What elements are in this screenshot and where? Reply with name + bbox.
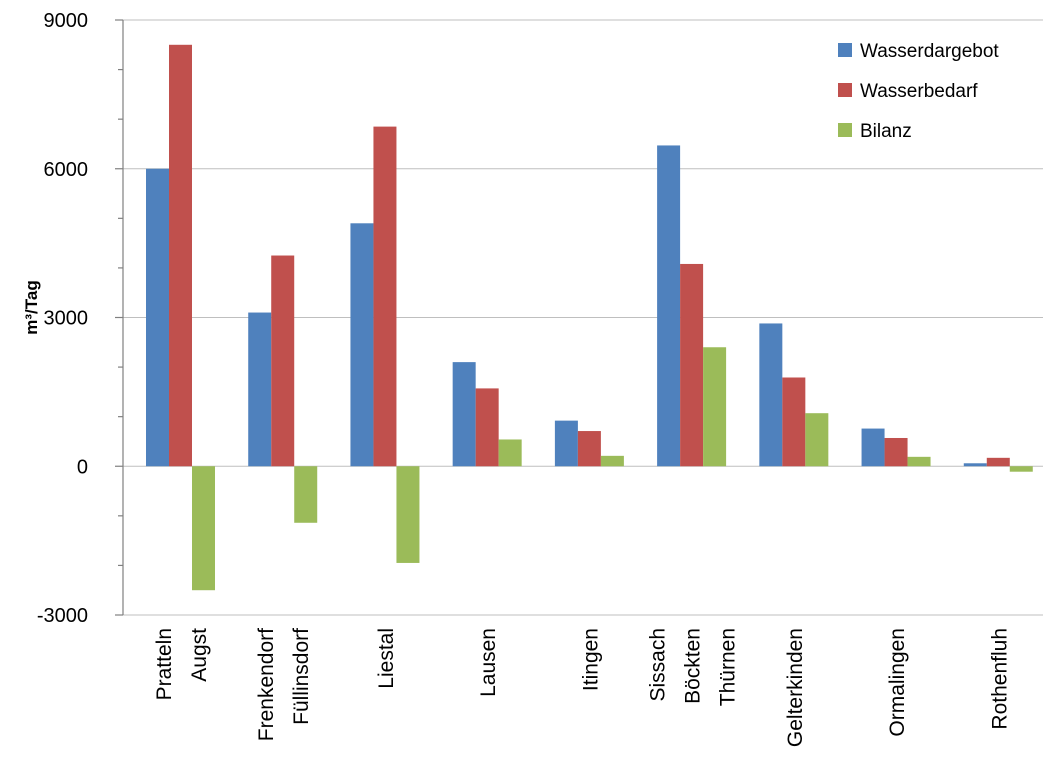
bar-bilanz — [192, 466, 215, 591]
legend-label-bilanz: Bilanz — [860, 121, 912, 142]
bar-wasserdargebot — [963, 463, 987, 467]
x-category-labels: Pratteln Augst Frenkendorf Füllinsdorf Liest… — [153, 628, 1011, 747]
bar-bilanz — [396, 466, 420, 563]
x-category-label: Frenkendorf — [255, 628, 278, 741]
bars — [146, 44, 1033, 591]
legend-label-wasserbedarf: Wasserbedarf — [860, 81, 978, 102]
bar-wasserdargebot — [861, 428, 885, 467]
bar-bilanz — [703, 347, 727, 467]
x-category-label: Augst — [188, 628, 211, 682]
bar-wasserbedarf — [680, 263, 704, 467]
bar-wasserdargebot — [759, 323, 783, 467]
bar-bilanz — [1009, 466, 1033, 472]
bar-wasserdargebot — [350, 223, 374, 467]
legend: Wasserdargebot Wasserbedarf Bilanz — [838, 41, 999, 142]
bar-wasserbedarf — [475, 388, 499, 467]
y-tick-label: 6000 — [44, 159, 89, 181]
x-category-label: Böckten — [682, 628, 705, 704]
y-tick-label: -3000 — [37, 605, 88, 627]
bar-bilanz — [294, 466, 318, 523]
x-category-label: Ormalingen — [886, 628, 909, 737]
x-category-label: Rothenfluh — [988, 628, 1011, 730]
y-axis-label: m³/Tag — [22, 280, 41, 334]
bar-wasserdargebot — [554, 420, 578, 467]
bar-wasserdargebot — [248, 312, 272, 467]
bar-wasserdargebot — [657, 145, 681, 467]
legend-swatch-wasserdargebot — [838, 43, 852, 57]
legend-swatch-bilanz — [838, 123, 852, 137]
bar-bilanz — [805, 413, 829, 467]
bar-bilanz — [600, 455, 624, 467]
x-category-label: Pratteln — [153, 628, 176, 700]
bar-wasserdargebot — [146, 168, 169, 467]
y-tick-labels: 9000 6000 3000 0 -3000 — [37, 10, 88, 627]
bar-wasserbedarf — [884, 437, 908, 467]
x-category-label: Gelterkinden — [784, 628, 807, 747]
x-category-label: Thürnen — [717, 628, 740, 706]
bar-wasserbedarf — [373, 126, 397, 467]
bar-wasserbedarf — [986, 457, 1010, 467]
y-tick-label: 9000 — [44, 10, 89, 32]
bar-wasserbedarf — [577, 431, 601, 467]
x-category-label: Lausen — [477, 628, 500, 697]
y-tick-label: 0 — [77, 456, 88, 478]
bar-bilanz — [907, 456, 931, 467]
bar-wasserbedarf — [169, 44, 192, 467]
x-category-label: Füllinsdorf — [290, 628, 313, 725]
x-category-label: Itingen — [579, 628, 602, 691]
legend-swatch-wasserbedarf — [838, 83, 852, 97]
y-tick-label: 3000 — [44, 308, 89, 330]
x-category-label: Liestal — [375, 628, 398, 689]
bar-bilanz — [498, 439, 522, 467]
bar-wasserdargebot — [452, 362, 476, 467]
bar-wasserbedarf — [782, 377, 806, 467]
axes — [115, 19, 124, 616]
legend-label-wasserdargebot: Wasserdargebot — [860, 41, 999, 62]
bar-wasserbedarf — [271, 255, 295, 467]
x-category-label: Sissach — [647, 628, 670, 702]
